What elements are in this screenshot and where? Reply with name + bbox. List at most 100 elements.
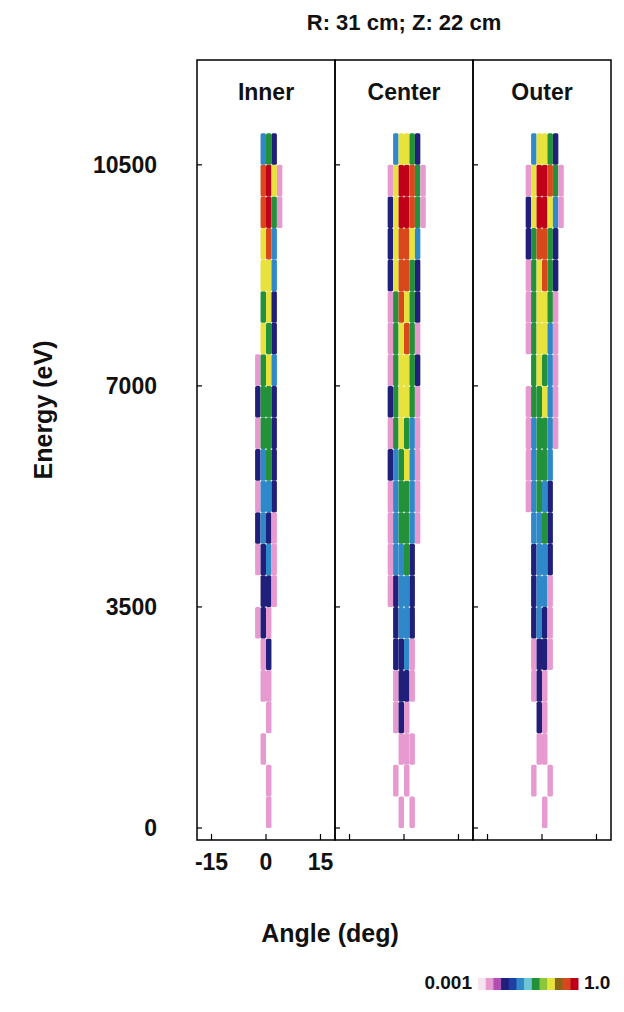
heatmap-cell (261, 512, 266, 544)
heatmap-cell (266, 323, 271, 355)
heatmap-cell (388, 575, 393, 607)
heatmap-cell (271, 765, 276, 797)
heatmap-cell (282, 670, 287, 702)
heatmap-cell (393, 607, 398, 639)
heatmap-cell (255, 765, 260, 797)
heatmap-cell (415, 228, 420, 260)
heatmap-cell (415, 765, 420, 797)
heatmap-cell (542, 165, 547, 197)
heatmap-cell (537, 196, 542, 228)
heatmap-cell (404, 228, 409, 260)
heatmap-cell (244, 260, 249, 292)
heatmap-cell (420, 133, 425, 165)
heatmap-cell (415, 386, 420, 418)
heatmap-cell (388, 481, 393, 513)
colorbar-swatch (532, 978, 540, 990)
heatmap-cell (558, 796, 563, 828)
panel-frame (197, 60, 335, 840)
heatmap-cell (261, 639, 266, 671)
heatmap-cell (547, 765, 552, 797)
heatmap-cell (399, 702, 404, 734)
heatmap-cell (558, 607, 563, 639)
heatmap-cell (537, 228, 542, 260)
chart-title: R: 31 cm; Z: 22 cm (307, 10, 501, 35)
heatmap-cell (266, 417, 271, 449)
heatmap-cell (244, 544, 249, 576)
heatmap-cell (409, 323, 414, 355)
heatmap-cell (526, 449, 531, 481)
heatmap-cell (277, 481, 282, 513)
x-tick (596, 834, 597, 840)
x-tick (541, 834, 542, 840)
heatmap-cell (547, 260, 552, 292)
heatmap-cell (553, 512, 558, 544)
heatmap-cell (388, 291, 393, 323)
y-tick (473, 827, 478, 828)
colorbar-tick-label: 0.001 (424, 972, 472, 993)
heatmap-cell (393, 386, 398, 418)
heatmap-cell (531, 165, 536, 197)
heatmap-cell (399, 575, 404, 607)
heatmap-cell (382, 133, 387, 165)
heatmap-cell (255, 512, 260, 544)
heatmap-cell (393, 575, 398, 607)
heatmap-cell (526, 765, 531, 797)
heatmap-cell (388, 133, 393, 165)
heatmap-cell (382, 607, 387, 639)
y-tick (473, 385, 478, 386)
heatmap-cell (282, 133, 287, 165)
heatmap-cell (266, 481, 271, 513)
heatmap-cell (542, 796, 547, 828)
heatmap-cell (409, 417, 414, 449)
heatmap-cell (526, 417, 531, 449)
heatmap-cell (409, 133, 414, 165)
heatmap-cell (399, 544, 404, 576)
heatmap-cell (542, 670, 547, 702)
heatmap-cell (382, 228, 387, 260)
y-tick (473, 164, 478, 165)
heatmap-cell (542, 765, 547, 797)
heatmap-cell (409, 702, 414, 734)
y-tick (335, 164, 340, 165)
heatmap-cell (558, 354, 563, 386)
heatmap-cell (393, 260, 398, 292)
heatmap-cell (520, 417, 525, 449)
heatmap-cell (282, 291, 287, 323)
heatmap-cell (531, 639, 536, 671)
heatmap-cell (526, 702, 531, 734)
heatmap-cell (382, 639, 387, 671)
heatmap-cell (526, 670, 531, 702)
heatmap-cell (526, 544, 531, 576)
heatmap-cell (404, 702, 409, 734)
heatmap-cell (531, 228, 536, 260)
heatmap-cell (558, 260, 563, 292)
heatmap-cell (526, 165, 531, 197)
heatmap-cell (261, 702, 266, 734)
heatmap-cell (553, 323, 558, 355)
colorbar-swatch (563, 978, 571, 990)
heatmap-cell (542, 512, 547, 544)
heatmap-cell (404, 417, 409, 449)
heatmap-cell (250, 544, 255, 576)
heatmap-cell (415, 354, 420, 386)
heatmap-cell (420, 702, 425, 734)
heatmap-cell (244, 354, 249, 386)
heatmap-cell (415, 702, 420, 734)
heatmap-cell (266, 733, 271, 765)
heatmap-cell (526, 796, 531, 828)
heatmap-cell (399, 512, 404, 544)
heatmap-cell (526, 260, 531, 292)
chart: R: 31 cm; Z: 22 cmInner-15015CenterOuter… (0, 0, 624, 1012)
heatmap-cell (266, 133, 271, 165)
heatmap-cell (271, 575, 276, 607)
heatmap-cell (542, 575, 547, 607)
heatmap-cell (399, 417, 404, 449)
heatmap-cell (537, 165, 542, 197)
colorbar-swatch (493, 978, 501, 990)
heatmap-cell (404, 765, 409, 797)
heatmap-cell (282, 702, 287, 734)
heatmap-cells (520, 133, 564, 828)
heatmap-cell (420, 670, 425, 702)
heatmap-cell (244, 228, 249, 260)
heatmap-cell (277, 354, 282, 386)
